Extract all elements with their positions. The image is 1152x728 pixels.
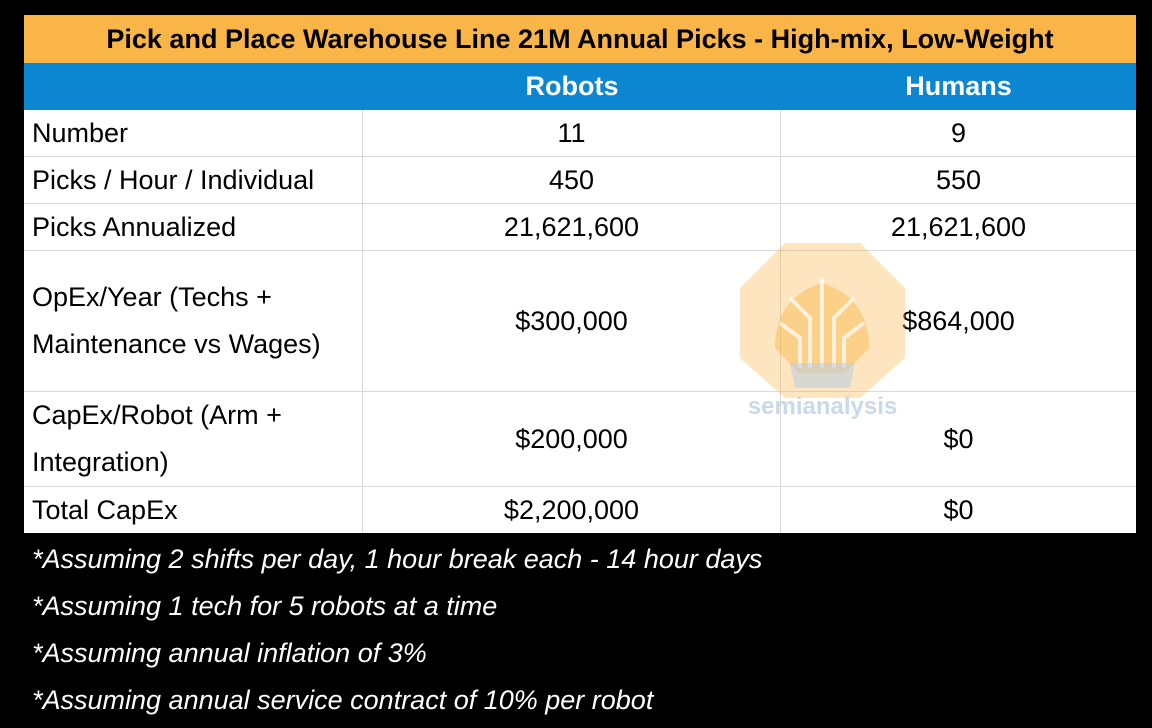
table-row: CapEx/Robot (Arm + Integration) $200,000… (24, 392, 1136, 487)
watermark-text: semianalysis (747, 393, 898, 420)
table-row: Picks / Hour / Individual 450 550 (24, 157, 1136, 204)
robots-value: 450 (363, 157, 781, 203)
table-title: Pick and Place Warehouse Line 21M Annual… (24, 15, 1136, 63)
robots-value: $300,000 (363, 251, 781, 391)
humans-value: $864,000 (902, 305, 1015, 336)
row-label: Picks Annualized (24, 204, 363, 250)
footnote: *Assuming annual inflation of 3% (32, 638, 427, 668)
footnote: *Assuming 1 tech for 5 robots at a time (32, 591, 498, 621)
row-label: OpEx/Year (Techs + Maintenance vs Wages) (24, 251, 363, 391)
row-label: Number (24, 110, 363, 156)
table-row: Total CapEx $2,200,000 $0 (24, 487, 1136, 533)
table-row: Picks Annualized 21,621,600 21,621,600 (24, 204, 1136, 251)
footnote: *Assuming annual service contract of 10%… (32, 685, 654, 715)
humans-value: 21,621,600 (890, 211, 1027, 242)
humans-value: $0 (943, 494, 974, 525)
footnote: *Assuming 2 shifts per day, 1 hour break… (32, 544, 763, 574)
humans-value: $0 (943, 423, 974, 454)
row-label: CapEx/Robot (Arm + Integration) (24, 392, 363, 486)
table-row: OpEx/Year (Techs + Maintenance vs Wages)… (24, 251, 1136, 392)
header-robots: Robots (525, 71, 619, 101)
header-humans: Humans (905, 71, 1012, 101)
row-label: Total CapEx (24, 487, 363, 533)
row-label: Picks / Hour / Individual (24, 157, 363, 203)
humans-value: 9 (950, 117, 967, 148)
comparison-table: Pick and Place Warehouse Line 21M Annual… (24, 15, 1136, 533)
robots-value: 21,621,600 (363, 204, 781, 250)
header-row: Robots Humans (24, 63, 1136, 110)
header-empty (24, 63, 363, 110)
robots-value: $200,000 (363, 392, 781, 486)
humans-value: 550 (935, 164, 982, 195)
table-row: Number 11 9 (24, 110, 1136, 157)
robots-value: $2,200,000 (363, 487, 781, 533)
footnotes: *Assuming 2 shifts per day, 1 hour break… (32, 540, 762, 728)
table-body: Number 11 9 Picks / Hour / Individual 45… (24, 110, 1136, 533)
robots-value: 11 (363, 110, 781, 156)
